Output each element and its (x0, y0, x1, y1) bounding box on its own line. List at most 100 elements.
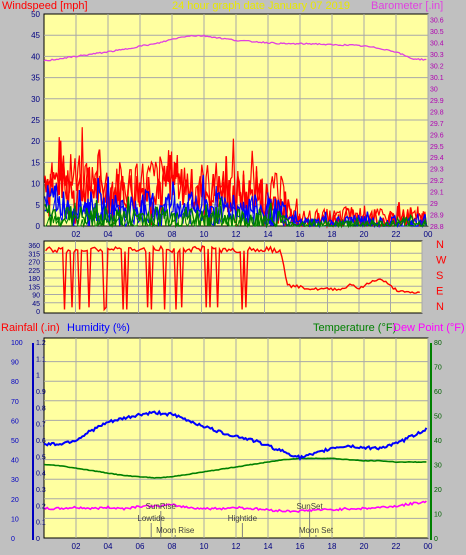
windspeed-tick: 0 (36, 222, 41, 231)
barometer-tick-labels: 30.6 30.5 30.4 30.3 30.2 30.1 30 29.9 29.8 29.7 29… (430, 18, 444, 231)
humidity-line (43, 409, 428, 462)
temperature-tick: 80 (434, 340, 442, 347)
x-tick: 20 (360, 542, 369, 551)
sun-moon-tide-events: SunRise Lowtide Moon Rise Hightide SunSet Moo… (137, 502, 334, 538)
direction-tick: 135 (28, 284, 40, 291)
windspeed-tick: 25 (31, 116, 40, 125)
barometer-tick: 30.1 (430, 75, 444, 82)
x-tick: 12 (232, 230, 241, 239)
windspeed-tick: 50 (31, 10, 40, 19)
wind-x-tick-labels: 02 04 06 08 10 12 14 16 18 20 22 00 (72, 230, 433, 239)
barometer-tick: 29.1 (430, 190, 444, 197)
x-tick: 14 (264, 230, 273, 239)
event-label: Moon Set (299, 526, 334, 535)
temperature-axis-title: Temperature (°F) (313, 322, 396, 334)
event-label: Lowtide (137, 514, 165, 523)
temperature-tick: 40 (434, 438, 442, 445)
direction-tick: 315 (28, 251, 40, 258)
rainfall-axis-title: Rainfall (.in) (1, 322, 60, 334)
temperature-tick: 20 (434, 487, 442, 494)
barometer-tick: 28.8 (430, 224, 444, 231)
humidity-tick: 10 (11, 516, 19, 523)
windspeed-tick: 35 (31, 74, 40, 83)
humidity-tick: 60 (11, 418, 19, 425)
windspeed-tick: 30 (31, 95, 40, 104)
rainfall-tick: 0 (36, 536, 40, 543)
barometer-tick: 29.9 (430, 98, 444, 105)
windspeed-tick: 5 (36, 201, 41, 210)
x-tick: 18 (328, 542, 337, 551)
humidity-tick: 70 (11, 399, 19, 406)
temperature-tick: 30 (434, 463, 442, 470)
windspeed-tick: 45 (31, 31, 40, 40)
x-tick: 14 (264, 542, 273, 551)
event-label: Moon Rise (156, 526, 195, 535)
x-tick: 06 (136, 542, 145, 551)
direction-tick: 225 (28, 268, 40, 275)
compass-letter: W (436, 255, 447, 267)
direction-tick: 360 (28, 243, 40, 250)
rainfall-tick: 0.6 (36, 438, 46, 445)
x-tick: 22 (392, 230, 401, 239)
dewpoint-axis-title: Dew Point (°F) (393, 322, 465, 334)
windspeed-axis-title: Windspeed [mph] (2, 0, 88, 12)
temperature-tick: 70 (434, 365, 442, 372)
direction-series (45, 244, 420, 312)
windspeed-tick: 10 (31, 180, 40, 189)
barometer-tick: 30.5 (430, 29, 444, 36)
barometer-axis-title: Barometer [.in] (371, 0, 443, 12)
humidity-tick: 100 (11, 340, 23, 347)
x-tick: 02 (72, 542, 81, 551)
atmos-grid (44, 338, 429, 538)
humidity-tick: 50 (11, 438, 19, 445)
dewpoint-line (43, 500, 427, 514)
barometer-tick: 29.7 (430, 121, 444, 128)
x-tick: 00 (424, 230, 433, 239)
event-label: SunRise (146, 502, 177, 511)
humidity-tick: 90 (11, 360, 19, 367)
atmos-series (43, 409, 428, 514)
barometer-tick: 29.2 (430, 178, 444, 185)
x-tick: 18 (328, 230, 337, 239)
barometer-tick: 28.9 (430, 213, 444, 220)
wind-series (43, 34, 428, 229)
x-tick: 20 (360, 230, 369, 239)
x-tick: 08 (168, 230, 177, 239)
barometer-tick: 30.4 (430, 41, 444, 48)
x-tick: 10 (200, 230, 209, 239)
humidity-tick: 20 (11, 497, 19, 504)
x-tick: 22 (392, 542, 401, 551)
temperature-tick-labels: 80 70 60 50 40 30 20 10 0 (434, 340, 442, 543)
x-tick: 12 (232, 542, 241, 551)
windspeed-tick: 40 (31, 52, 40, 61)
compass-letter: S (436, 270, 443, 282)
atmos-x-tick-labels: 02 04 06 08 10 12 14 16 18 20 22 00 (72, 542, 433, 551)
barometer-tick: 30 (430, 86, 438, 93)
temperature-tick: 10 (434, 512, 442, 519)
rainfall-tick: 0.9 (36, 389, 46, 396)
humidity-tick: 40 (11, 458, 19, 465)
rainfall-tick: 1.1 (36, 356, 46, 363)
windspeed-tick: 15 (31, 158, 40, 167)
barometer-tick: 29.4 (430, 155, 444, 162)
direction-tick: 180 (28, 276, 40, 283)
temperature-tick: 50 (434, 414, 442, 421)
barometer-tick: 29.5 (430, 144, 444, 151)
temperature-tick: 60 (434, 389, 442, 396)
barometer-tick: 30.2 (430, 64, 444, 71)
rainfall-tick: 0.3 (36, 487, 46, 494)
direction-tick: 45 (32, 301, 40, 308)
rainfall-tick: 0.2 (36, 503, 46, 510)
humidity-axis-title: Humidity (%) (67, 322, 130, 334)
humidity-tick: 80 (11, 379, 19, 386)
x-tick: 04 (104, 542, 113, 551)
humidity-tick: 30 (11, 477, 19, 484)
barometer-line (43, 34, 427, 62)
rainfall-tick: 0.4 (36, 471, 46, 478)
temperature-line (43, 457, 427, 479)
compass-letter: N (436, 239, 444, 251)
barometer-tick: 29.6 (430, 132, 444, 139)
